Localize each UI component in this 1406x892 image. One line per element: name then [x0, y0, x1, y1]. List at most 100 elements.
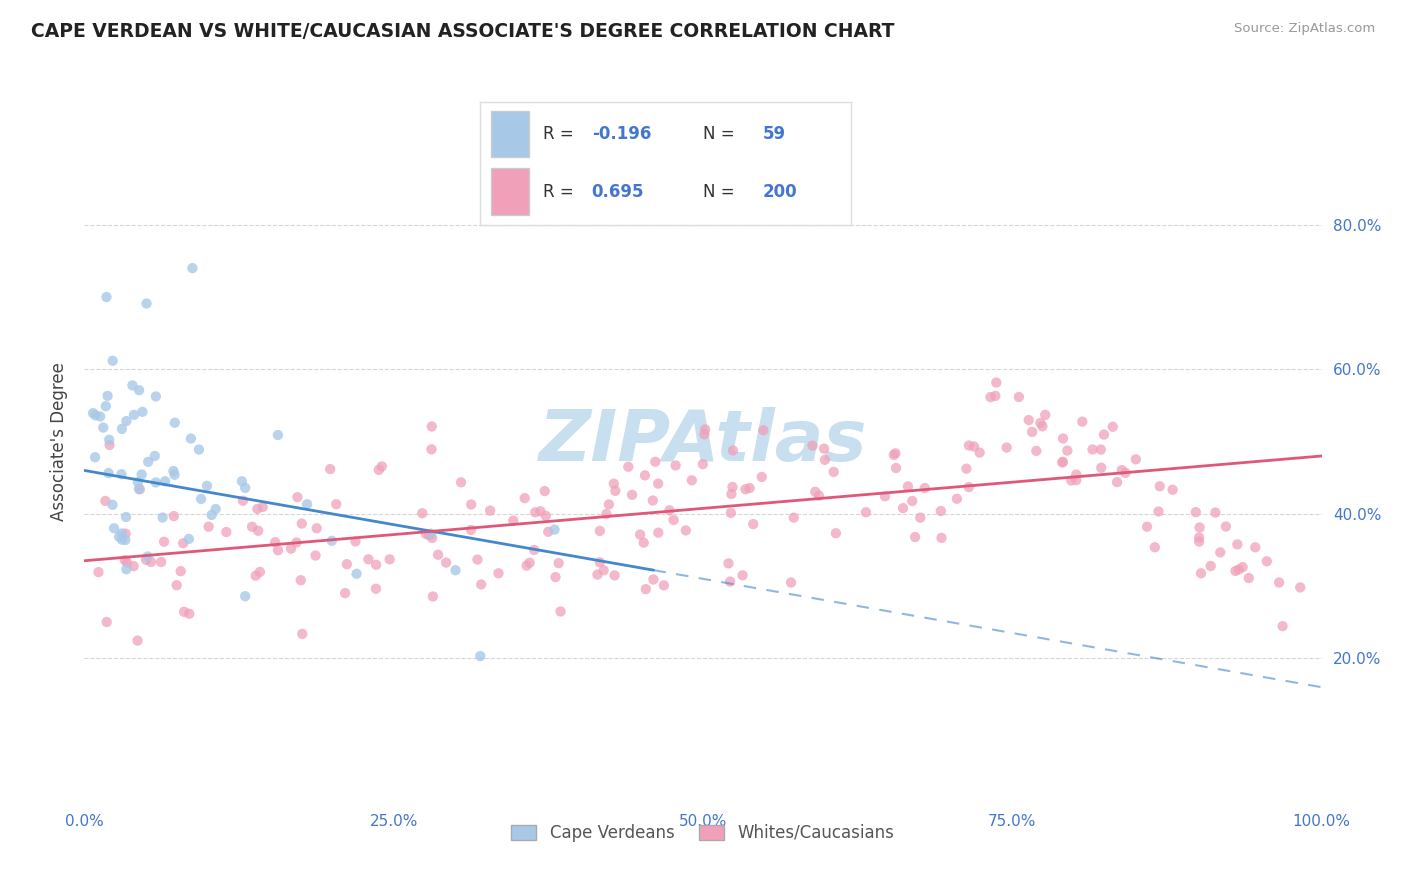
Point — [1025, 443, 1047, 458]
Point — [98, 438, 121, 452]
Point — [1209, 545, 1232, 559]
Point — [550, 605, 572, 619]
Point — [1215, 519, 1237, 533]
Point — [267, 428, 290, 442]
Point — [644, 455, 666, 469]
Point — [603, 476, 626, 491]
Point — [897, 479, 920, 493]
Point — [108, 530, 131, 544]
Point — [1271, 619, 1294, 633]
Point — [1033, 408, 1056, 422]
Point — [103, 521, 125, 535]
Point — [1064, 467, 1087, 482]
Point — [232, 493, 254, 508]
Point — [695, 422, 717, 436]
Point — [1161, 483, 1184, 497]
Point — [139, 555, 162, 569]
Point — [1066, 473, 1088, 487]
Point — [114, 553, 136, 567]
Point — [720, 487, 742, 501]
Point — [814, 453, 837, 467]
Point — [734, 482, 756, 496]
Point — [643, 573, 665, 587]
Point — [1199, 559, 1222, 574]
Point — [163, 509, 186, 524]
Point — [173, 605, 195, 619]
Point — [603, 568, 626, 582]
Point — [1188, 520, 1211, 534]
Point — [84, 450, 107, 465]
Point — [89, 409, 111, 424]
Point — [131, 405, 153, 419]
Point — [1021, 425, 1043, 439]
Point — [1237, 571, 1260, 585]
Point — [1071, 415, 1094, 429]
Point — [420, 419, 443, 434]
Point — [163, 416, 186, 430]
Point — [181, 261, 204, 276]
Point — [598, 497, 620, 511]
Point — [524, 505, 547, 519]
Point — [883, 448, 905, 462]
Point — [415, 527, 437, 541]
Point — [1268, 575, 1291, 590]
Point — [717, 557, 740, 571]
Point — [519, 556, 541, 570]
Point — [547, 556, 569, 570]
Point — [1114, 466, 1136, 480]
Point — [855, 505, 877, 519]
Point — [658, 503, 681, 517]
Point — [152, 510, 174, 524]
Point — [534, 508, 557, 523]
Point — [823, 465, 845, 479]
Point — [420, 531, 443, 545]
Legend: Cape Verdeans, Whites/Caucasians: Cape Verdeans, Whites/Caucasians — [505, 817, 901, 848]
Point — [825, 526, 848, 541]
Point — [145, 389, 167, 403]
Point — [115, 414, 138, 428]
Point — [166, 578, 188, 592]
Point — [115, 562, 138, 576]
Point — [201, 508, 224, 522]
Point — [128, 482, 150, 496]
Point — [280, 541, 302, 556]
Point — [371, 459, 394, 474]
Point — [752, 423, 775, 437]
Point — [114, 526, 136, 541]
Point — [1149, 479, 1171, 493]
Point — [957, 438, 980, 452]
Point — [1105, 475, 1128, 489]
Point — [295, 497, 318, 511]
Point — [738, 481, 761, 495]
Point — [955, 461, 977, 475]
Point — [344, 534, 367, 549]
Point — [1227, 562, 1250, 576]
Point — [543, 523, 565, 537]
Point — [115, 555, 138, 569]
Point — [516, 558, 538, 573]
Point — [1031, 419, 1053, 434]
Point — [145, 475, 167, 490]
Point — [891, 501, 914, 516]
Point — [931, 531, 953, 545]
Point — [172, 536, 194, 550]
Point — [127, 633, 149, 648]
Point — [111, 422, 134, 436]
Point — [533, 484, 555, 499]
Point — [1244, 541, 1267, 555]
Point — [647, 525, 669, 540]
Point — [290, 573, 312, 587]
Point — [884, 446, 907, 460]
Point — [84, 409, 107, 423]
Point — [1101, 419, 1123, 434]
Point — [780, 575, 803, 590]
Point — [467, 552, 489, 566]
Point — [121, 378, 143, 392]
Point — [115, 510, 138, 524]
Point — [751, 470, 773, 484]
Point — [957, 480, 980, 494]
Point — [267, 543, 290, 558]
Point — [110, 467, 132, 482]
Point — [1081, 442, 1104, 457]
Point — [304, 549, 326, 563]
